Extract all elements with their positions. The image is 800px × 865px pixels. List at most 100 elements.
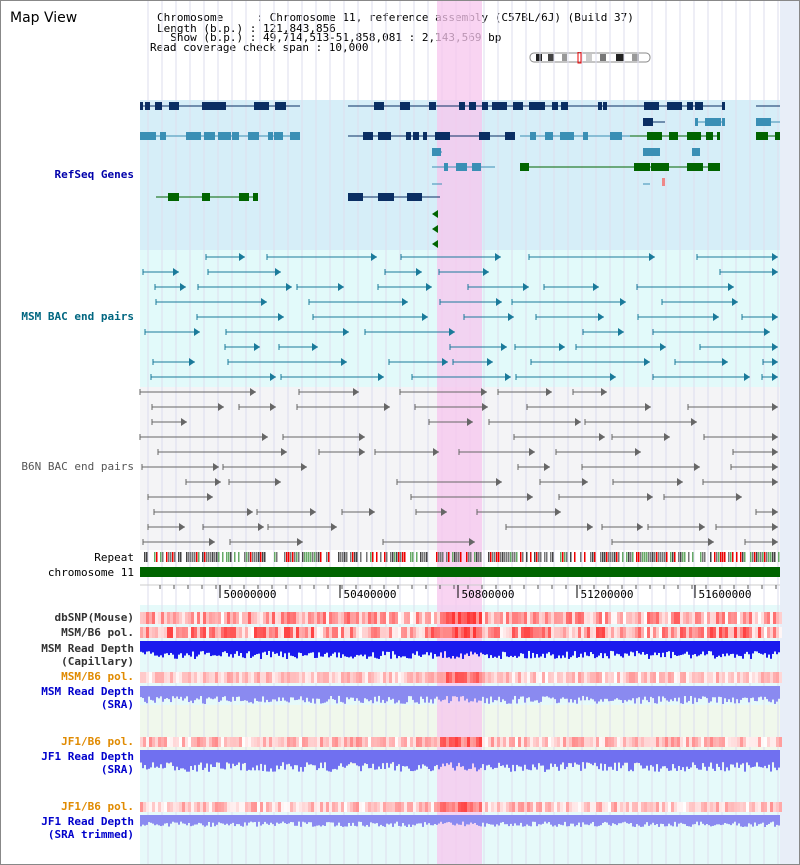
heat-cell[interactable] — [293, 672, 296, 683]
heat-cell[interactable] — [572, 612, 575, 624]
heat-cell[interactable] — [695, 802, 698, 812]
depth-bar[interactable] — [278, 641, 280, 656]
depth-bar[interactable] — [348, 686, 350, 700]
heat-cell[interactable] — [512, 627, 515, 638]
depth-bar[interactable] — [246, 815, 248, 826]
heat-cell[interactable] — [683, 802, 686, 812]
depth-bar[interactable] — [580, 686, 582, 701]
heat-cell[interactable] — [491, 627, 494, 638]
heat-cell[interactable] — [263, 672, 266, 683]
heat-cell[interactable] — [197, 737, 200, 747]
depth-bar[interactable] — [172, 750, 174, 766]
heat-cell[interactable] — [347, 737, 350, 747]
depth-bar[interactable] — [220, 750, 222, 769]
heat-cell[interactable] — [728, 737, 731, 747]
heat-cell[interactable] — [719, 737, 722, 747]
depth-bar[interactable] — [294, 686, 296, 701]
heat-cell[interactable] — [356, 802, 359, 812]
heat-cell[interactable] — [443, 612, 446, 624]
depth-bar[interactable] — [630, 686, 632, 701]
bac-pair-arrow[interactable] — [250, 388, 256, 396]
heat-cell[interactable] — [629, 672, 632, 683]
depth-bar[interactable] — [670, 686, 672, 700]
heat-cell[interactable] — [488, 612, 491, 624]
heat-cell[interactable] — [353, 672, 356, 683]
heat-cell[interactable] — [197, 627, 200, 638]
heat-cell[interactable] — [398, 672, 401, 683]
heat-cell[interactable] — [671, 627, 674, 638]
heat-cell[interactable] — [536, 672, 539, 683]
heat-cell[interactable] — [587, 672, 590, 683]
repeat-element[interactable] — [724, 552, 726, 562]
repeat-element[interactable] — [190, 552, 192, 562]
heat-cell[interactable] — [776, 802, 779, 812]
depth-bar[interactable] — [636, 750, 638, 763]
depth-bar[interactable] — [462, 641, 464, 659]
depth-bar[interactable] — [726, 686, 728, 702]
repeat-element[interactable] — [714, 552, 716, 562]
depth-bar[interactable] — [616, 750, 618, 771]
heat-cell[interactable] — [551, 672, 554, 683]
repeat-element[interactable] — [728, 552, 730, 562]
repeat-element[interactable] — [290, 552, 292, 562]
depth-bar[interactable] — [304, 815, 306, 823]
heat-cell[interactable] — [614, 612, 617, 624]
heat-cell[interactable] — [569, 612, 572, 624]
depth-bar[interactable] — [568, 686, 570, 703]
depth-bar[interactable] — [500, 750, 502, 767]
depth-bar[interactable] — [528, 686, 530, 698]
heat-cell[interactable] — [182, 737, 185, 747]
depth-bar[interactable] — [284, 815, 286, 824]
depth-bar[interactable] — [602, 641, 604, 659]
depth-bar[interactable] — [188, 641, 190, 656]
heat-cell[interactable] — [467, 802, 470, 812]
depth-bar[interactable] — [202, 750, 204, 770]
heat-cell[interactable] — [335, 627, 338, 638]
heat-cell[interactable] — [461, 737, 464, 747]
heat-cell[interactable] — [584, 672, 587, 683]
depth-bar[interactable] — [208, 686, 210, 698]
depth-bar[interactable] — [598, 750, 600, 770]
heat-cell[interactable] — [218, 612, 221, 624]
depth-bar[interactable] — [726, 815, 728, 824]
heat-cell[interactable] — [464, 737, 467, 747]
depth-bar[interactable] — [656, 686, 658, 704]
depth-bar[interactable] — [450, 750, 452, 763]
gene-exon[interactable] — [140, 132, 156, 140]
depth-bar[interactable] — [736, 686, 738, 700]
depth-bar[interactable] — [580, 641, 582, 654]
depth-bar[interactable] — [760, 815, 762, 824]
depth-bar[interactable] — [290, 750, 292, 767]
heat-cell[interactable] — [230, 737, 233, 747]
depth-bar[interactable] — [676, 750, 678, 771]
heat-cell[interactable] — [167, 737, 170, 747]
heat-cell[interactable] — [149, 672, 152, 683]
heat-cell[interactable] — [425, 627, 428, 638]
depth-bar[interactable] — [158, 750, 160, 768]
depth-bar[interactable] — [720, 750, 722, 771]
gene-exon[interactable] — [378, 193, 394, 201]
heat-cell[interactable] — [329, 672, 332, 683]
heat-cell[interactable] — [542, 737, 545, 747]
heat-cell[interactable] — [734, 802, 737, 812]
depth-bar[interactable] — [700, 750, 702, 770]
heat-cell[interactable] — [347, 802, 350, 812]
heat-cell[interactable] — [704, 627, 707, 638]
heat-cell[interactable] — [728, 672, 731, 683]
repeat-element[interactable] — [566, 552, 568, 562]
depth-bar[interactable] — [504, 641, 506, 653]
heat-cell[interactable] — [662, 612, 665, 624]
depth-bar[interactable] — [296, 750, 298, 766]
heat-cell[interactable] — [404, 612, 407, 624]
heat-cell[interactable] — [536, 612, 539, 624]
depth-bar[interactable] — [232, 641, 234, 658]
heat-cell[interactable] — [683, 612, 686, 624]
depth-bar[interactable] — [664, 815, 666, 827]
depth-bar[interactable] — [298, 815, 300, 822]
heat-cell[interactable] — [617, 627, 620, 638]
heat-cell[interactable] — [614, 627, 617, 638]
depth-bar[interactable] — [674, 686, 676, 698]
depth-bar[interactable] — [176, 815, 178, 823]
heat-cell[interactable] — [635, 612, 638, 624]
repeat-element[interactable] — [648, 552, 650, 562]
